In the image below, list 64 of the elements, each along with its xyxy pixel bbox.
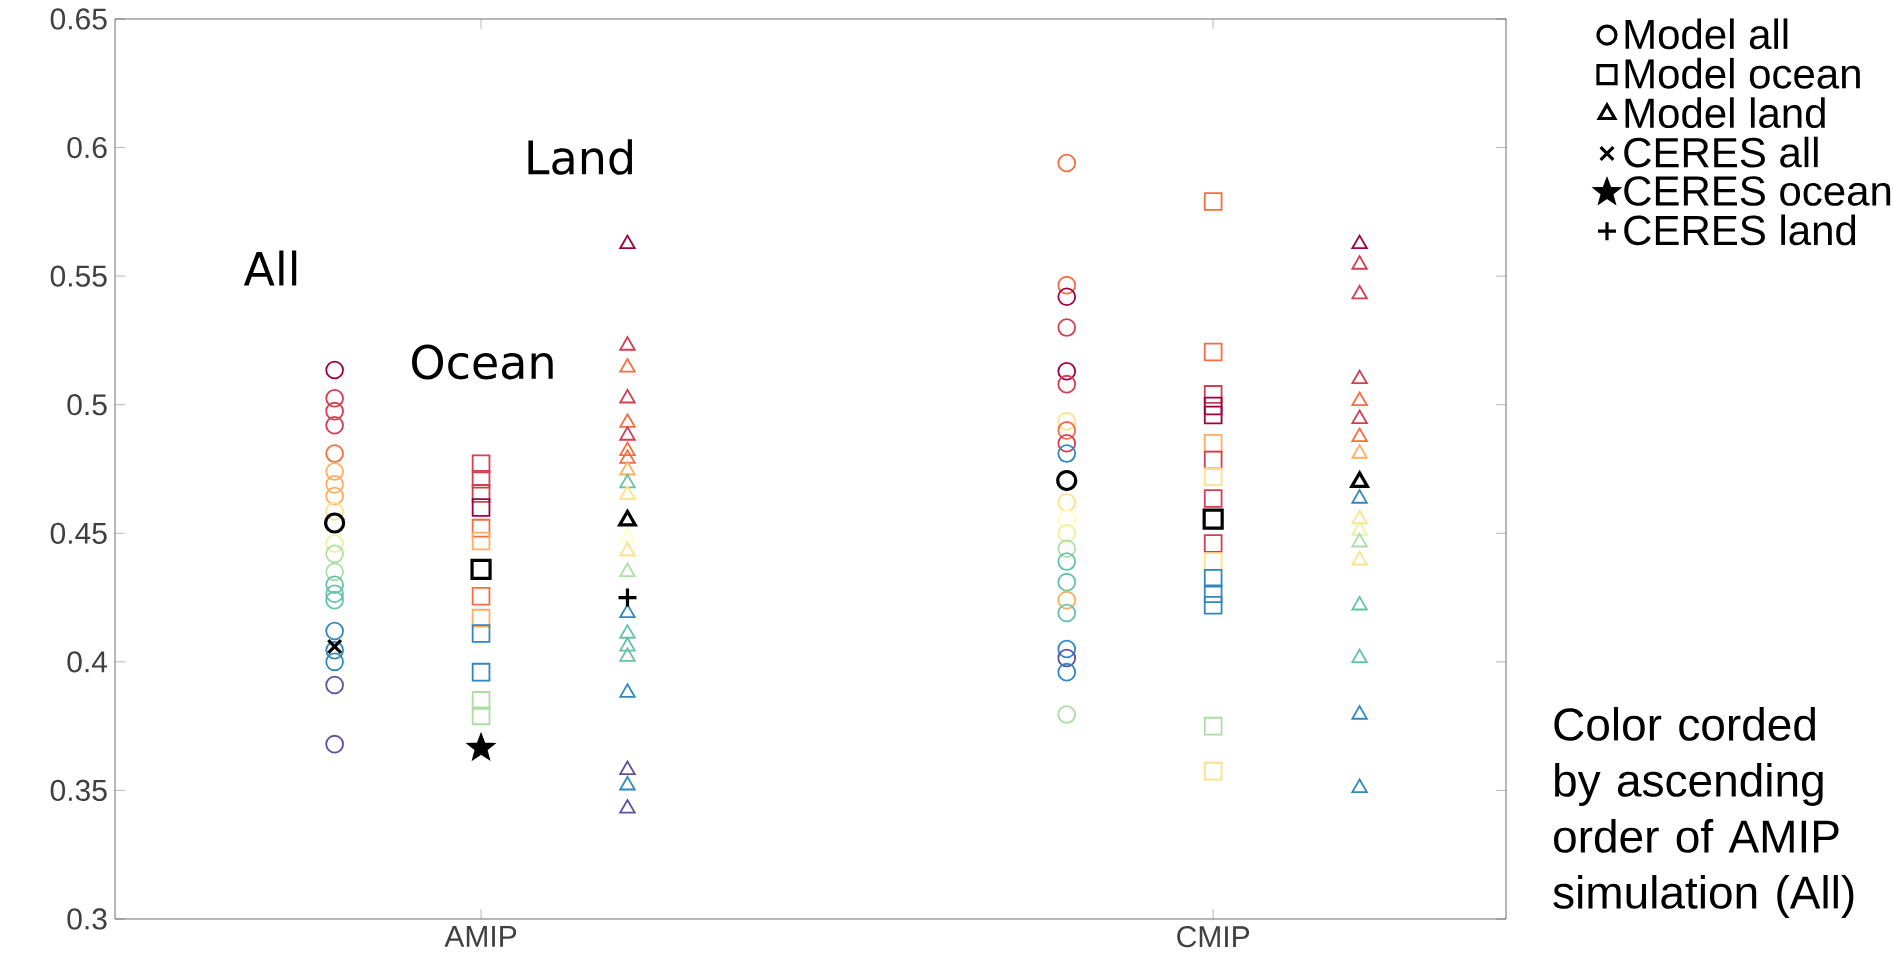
point xyxy=(1203,433,1223,453)
point xyxy=(619,234,636,250)
y-tick-label: 0.4 xyxy=(67,651,108,673)
point xyxy=(1202,508,1224,530)
point xyxy=(325,590,344,610)
point xyxy=(619,426,636,441)
legend-label: Model land xyxy=(1625,97,1825,129)
point xyxy=(1351,550,1368,566)
annotation: Ocean xyxy=(412,344,553,380)
point xyxy=(1057,662,1077,682)
point xyxy=(619,799,636,814)
point xyxy=(1351,409,1368,424)
point xyxy=(1057,648,1077,668)
point xyxy=(1057,705,1077,724)
x-tick-label: CMIP xyxy=(1177,926,1250,948)
point xyxy=(325,415,344,435)
y-tick-label: 0.5 xyxy=(67,394,107,416)
y-tick-label: 0.45 xyxy=(50,522,107,544)
point xyxy=(1203,761,1223,781)
point xyxy=(619,336,636,351)
point xyxy=(470,558,492,580)
y-tick-label: 0.6 xyxy=(67,136,107,159)
annotation: All xyxy=(243,250,297,286)
point xyxy=(619,760,636,775)
legend-label: Model ocean xyxy=(1625,57,1860,89)
y-tick-label: 0.55 xyxy=(50,265,107,287)
y-tick-label: 0.35 xyxy=(50,779,107,802)
legend-label: Model all xyxy=(1625,18,1788,50)
point xyxy=(1351,391,1368,406)
text: Color corded by ascending order of AMIP simulation (All) xyxy=(1553,707,1854,918)
point xyxy=(619,775,636,791)
point xyxy=(1351,234,1368,250)
point xyxy=(324,512,346,534)
point xyxy=(618,509,637,527)
point xyxy=(619,413,636,428)
point xyxy=(326,638,343,655)
point xyxy=(471,531,491,551)
point xyxy=(1057,318,1077,337)
point xyxy=(325,734,344,754)
y-tick-label: 0.65 xyxy=(50,8,107,30)
point xyxy=(1350,471,1369,488)
y-tick-label: 0.3 xyxy=(67,908,107,930)
legend-label: CERES ocean xyxy=(1624,176,1891,206)
point xyxy=(1056,469,1078,492)
point xyxy=(471,498,491,517)
point xyxy=(619,441,636,457)
point xyxy=(619,647,636,662)
point xyxy=(1203,595,1223,615)
point xyxy=(619,683,636,698)
annotation: Land xyxy=(528,139,632,175)
legend-label: CERES all xyxy=(1624,136,1818,168)
point xyxy=(1057,552,1077,571)
point xyxy=(471,484,491,503)
point xyxy=(1351,427,1368,442)
point xyxy=(1203,396,1223,416)
legend-label: CERES land xyxy=(1624,214,1856,246)
point xyxy=(1351,369,1368,385)
point xyxy=(619,541,636,557)
point xyxy=(619,388,636,404)
point xyxy=(1203,584,1223,604)
point xyxy=(1203,716,1223,736)
x-tick-label: AMIP xyxy=(444,926,517,947)
point xyxy=(1351,255,1368,270)
point xyxy=(1203,385,1223,404)
